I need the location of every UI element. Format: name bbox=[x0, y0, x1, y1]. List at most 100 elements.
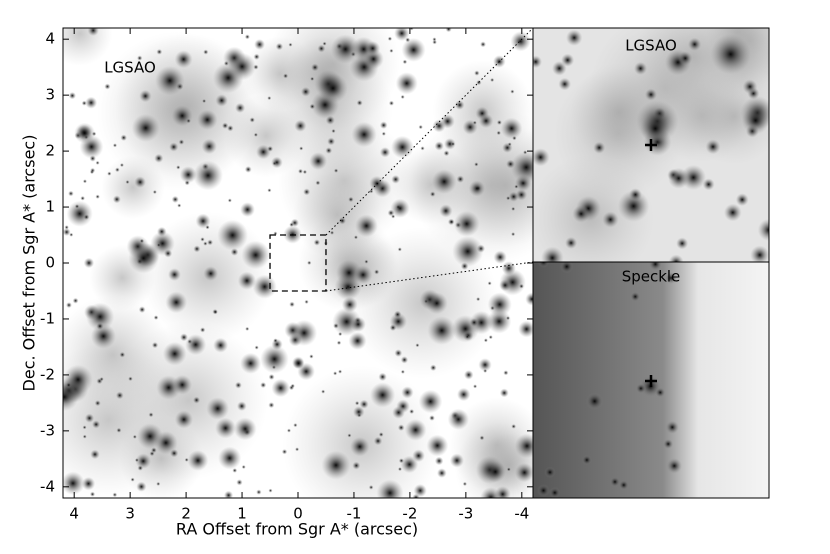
halo bbox=[63, 28, 113, 66]
star bbox=[294, 119, 307, 132]
star bbox=[199, 327, 206, 333]
star bbox=[336, 340, 342, 345]
star bbox=[331, 128, 336, 134]
star bbox=[206, 397, 230, 420]
star bbox=[150, 447, 157, 454]
star bbox=[244, 34, 250, 40]
star bbox=[476, 79, 482, 86]
star bbox=[227, 124, 234, 132]
star bbox=[511, 424, 517, 429]
star bbox=[256, 489, 262, 495]
star bbox=[450, 141, 455, 146]
star bbox=[155, 65, 185, 96]
star bbox=[388, 100, 395, 106]
star bbox=[169, 142, 179, 152]
star bbox=[315, 180, 321, 186]
x-tick-label: -2 bbox=[402, 505, 417, 523]
star bbox=[552, 61, 567, 76]
star bbox=[549, 487, 561, 498]
star bbox=[350, 316, 366, 333]
star bbox=[135, 453, 152, 469]
star bbox=[187, 450, 209, 471]
star bbox=[304, 299, 309, 304]
star bbox=[391, 135, 414, 159]
star bbox=[125, 180, 130, 185]
star bbox=[469, 310, 494, 335]
star bbox=[90, 449, 100, 460]
star bbox=[156, 481, 161, 486]
star bbox=[429, 191, 436, 197]
star bbox=[333, 168, 339, 173]
star bbox=[232, 468, 238, 473]
zoom-box bbox=[269, 234, 327, 292]
star bbox=[391, 174, 401, 184]
star bbox=[139, 238, 145, 244]
star bbox=[412, 493, 420, 498]
star bbox=[378, 432, 384, 437]
star bbox=[267, 188, 272, 193]
star bbox=[271, 378, 290, 398]
star bbox=[267, 145, 274, 152]
star bbox=[348, 196, 354, 203]
star bbox=[356, 99, 363, 106]
star bbox=[302, 169, 308, 175]
star bbox=[581, 454, 592, 466]
star bbox=[254, 39, 265, 50]
star bbox=[197, 109, 218, 130]
star bbox=[74, 204, 80, 209]
star bbox=[162, 341, 187, 366]
star bbox=[687, 37, 702, 51]
star bbox=[628, 188, 642, 202]
star bbox=[634, 61, 648, 75]
star bbox=[510, 151, 533, 183]
halo bbox=[224, 93, 308, 178]
star bbox=[508, 191, 519, 202]
star bbox=[233, 417, 257, 441]
star bbox=[168, 268, 181, 282]
star bbox=[460, 262, 469, 271]
star bbox=[236, 479, 243, 486]
star bbox=[757, 218, 769, 242]
x-tick-label: 4 bbox=[69, 505, 79, 523]
star bbox=[338, 369, 343, 374]
star bbox=[374, 269, 380, 275]
y-tick-label: 0 bbox=[45, 254, 55, 272]
star bbox=[418, 389, 443, 414]
star bbox=[436, 468, 447, 478]
star bbox=[260, 382, 267, 389]
star bbox=[116, 427, 122, 433]
star bbox=[267, 96, 272, 101]
star bbox=[478, 113, 494, 129]
star bbox=[449, 453, 464, 468]
star bbox=[96, 322, 104, 330]
star bbox=[213, 309, 218, 315]
star bbox=[213, 337, 229, 353]
star bbox=[341, 296, 358, 313]
star bbox=[179, 166, 197, 184]
star bbox=[215, 417, 236, 439]
star bbox=[400, 356, 409, 364]
star bbox=[86, 302, 115, 331]
star bbox=[640, 113, 671, 144]
y-tick-label: 3 bbox=[45, 86, 55, 104]
star bbox=[152, 190, 157, 195]
star bbox=[355, 214, 378, 238]
star bbox=[115, 167, 120, 173]
star bbox=[136, 481, 147, 492]
star bbox=[151, 341, 159, 349]
star bbox=[484, 461, 506, 483]
star bbox=[400, 369, 405, 374]
star bbox=[87, 28, 99, 37]
star bbox=[74, 122, 96, 144]
star bbox=[445, 28, 452, 33]
star bbox=[171, 105, 193, 127]
star bbox=[400, 94, 405, 99]
star bbox=[85, 96, 98, 109]
star bbox=[502, 142, 513, 153]
y-tick-label: -1 bbox=[40, 309, 55, 327]
star bbox=[293, 423, 298, 428]
star bbox=[107, 171, 112, 176]
star bbox=[218, 446, 242, 470]
star bbox=[432, 37, 437, 42]
star bbox=[128, 242, 159, 274]
